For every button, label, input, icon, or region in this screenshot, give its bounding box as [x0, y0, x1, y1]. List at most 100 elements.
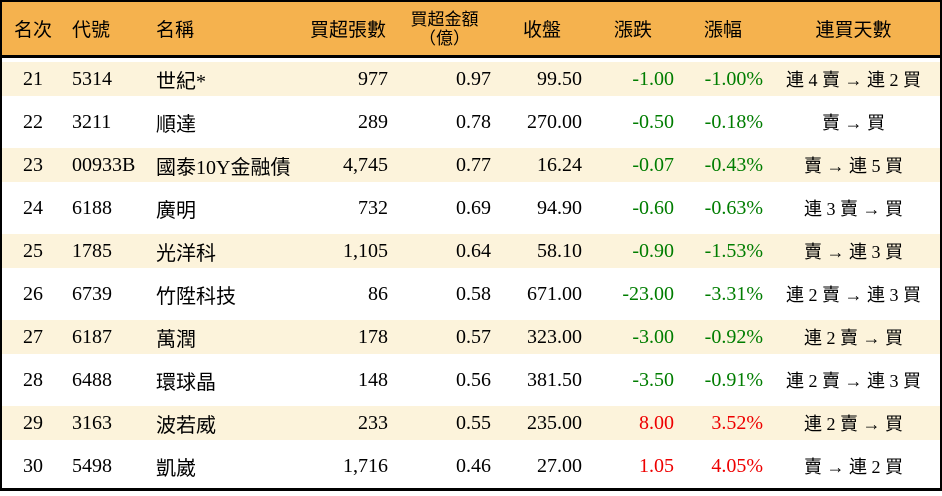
cell-code: 6187 — [72, 325, 112, 348]
cell-pct: -1.53% — [704, 239, 763, 262]
cell-pct: 3.52% — [711, 411, 763, 434]
header-cell-rank: 名次 — [13, 20, 52, 41]
row-stripe: 21 5314 世紀* 977 0.97 99.50 -1.00 -1.00% … — [2, 62, 940, 96]
cell-amount: 0.64 — [456, 239, 491, 262]
cell-name: 順達 — [156, 113, 196, 136]
cell-rank: 30 — [23, 454, 43, 477]
cell-change: -3.00 — [632, 325, 674, 348]
header-cell-amount-line1: 買超金額 — [410, 9, 479, 29]
cell-change: 1.05 — [639, 454, 674, 477]
row-stripe: 27 6187 萬潤 178 0.57 323.00 -3.00 -0.92% … — [2, 320, 940, 354]
cell-amount: 0.58 — [456, 282, 491, 305]
cell-rank: 23 — [23, 153, 43, 176]
table-row: 24 6188 廣明 732 0.69 94.90 -0.60 -0.63% 連… — [2, 187, 940, 230]
cell-name: 廣明 — [156, 199, 196, 222]
cell-amount: 0.55 — [456, 411, 491, 434]
cell-amount: 0.69 — [456, 196, 491, 219]
cell-name: 國泰10Y金融債 — [156, 156, 291, 179]
row-stripe: 29 3163 波若威 233 0.55 235.00 8.00 3.52% 連… — [2, 406, 940, 440]
header-cell-streak: 連買天數 — [815, 20, 892, 41]
table-row: 23 00933B 國泰10Y金融債 4,745 0.77 16.24 -0.0… — [2, 144, 940, 187]
cell-code: 6739 — [72, 282, 112, 305]
header-cell-change: 漲跌 — [613, 20, 652, 41]
cell-pct: -0.91% — [704, 368, 763, 391]
cell-change: -23.00 — [622, 282, 674, 305]
table-row: 27 6187 萬潤 178 0.57 323.00 -3.00 -0.92% … — [2, 316, 940, 359]
cell-streak: 賣 → 連 5 買 — [804, 156, 903, 176]
cell-pct: -1.00% — [704, 67, 763, 90]
cell-change: -0.07 — [632, 153, 674, 176]
cell-change: -0.50 — [632, 110, 674, 133]
cell-streak: 連 2 賣 → 連 3 買 — [786, 285, 921, 305]
cell-close: 381.50 — [527, 368, 582, 391]
cell-change: -0.60 — [632, 196, 674, 219]
row-stripe: 30 5498 凱崴 1,716 0.46 27.00 1.05 4.05% 賣… — [2, 449, 940, 483]
cell-lots: 178 — [358, 325, 388, 348]
cell-streak: 賣 → 買 — [822, 113, 885, 133]
cell-close: 94.90 — [537, 196, 582, 219]
cell-close: 16.24 — [537, 153, 582, 176]
cell-pct: 4.05% — [711, 454, 763, 477]
cell-close: 99.50 — [537, 67, 582, 90]
cell-streak: 連 3 賣 → 買 — [804, 199, 903, 219]
table-row: 22 3211 順達 289 0.78 270.00 -0.50 -0.18% … — [2, 101, 940, 144]
cell-pct: -0.18% — [704, 110, 763, 133]
table-row: 26 6739 竹陞科技 86 0.58 671.00 -23.00 -3.31… — [2, 273, 940, 316]
cell-rank: 25 — [23, 239, 43, 262]
header-cell-pct: 漲幅 — [703, 20, 742, 41]
cell-lots: 148 — [358, 368, 388, 391]
cell-code: 00933B — [72, 153, 136, 176]
table-row: 29 3163 波若威 233 0.55 235.00 8.00 3.52% 連… — [2, 402, 940, 445]
cell-close: 270.00 — [527, 110, 582, 133]
cell-code: 6188 — [72, 196, 112, 219]
cell-streak: 連 2 賣 → 買 — [804, 414, 903, 434]
cell-name: 環球晶 — [156, 371, 216, 394]
cell-pct: -0.92% — [704, 325, 763, 348]
cell-close: 323.00 — [527, 325, 582, 348]
cell-lots: 289 — [358, 110, 388, 133]
cell-name: 竹陞科技 — [156, 285, 236, 308]
cell-lots: 233 — [358, 411, 388, 434]
cell-name: 萬潤 — [156, 328, 196, 351]
cell-name: 光洋科 — [156, 242, 216, 265]
cell-lots: 977 — [358, 67, 388, 90]
cell-rank: 22 — [23, 110, 43, 133]
cell-close: 27.00 — [537, 454, 582, 477]
cell-amount: 0.78 — [456, 110, 491, 133]
table-row: 25 1785 光洋科 1,105 0.64 58.10 -0.90 -1.53… — [2, 230, 940, 273]
cell-streak: 賣 → 連 3 買 — [804, 242, 903, 262]
table-row: 21 5314 世紀* 977 0.97 99.50 -1.00 -1.00% … — [2, 58, 940, 101]
cell-amount: 0.77 — [456, 153, 491, 176]
cell-amount: 0.97 — [456, 67, 491, 90]
cell-change: -0.90 — [632, 239, 674, 262]
row-stripe: 28 6488 環球晶 148 0.56 381.50 -3.50 -0.91%… — [2, 363, 940, 397]
cell-rank: 21 — [23, 67, 43, 90]
row-stripe: 23 00933B 國泰10Y金融債 4,745 0.77 16.24 -0.0… — [2, 148, 940, 182]
cell-code: 1785 — [72, 239, 112, 262]
cell-pct: -0.43% — [704, 153, 763, 176]
cell-code: 5498 — [72, 454, 112, 477]
cell-streak: 連 2 賣 → 連 3 買 — [786, 371, 921, 391]
cell-close: 235.00 — [527, 411, 582, 434]
header-cell-code: 代號 — [72, 20, 111, 41]
header-cell-amount: 買超金額 （億） — [392, 10, 497, 48]
cell-lots: 4,745 — [343, 153, 388, 176]
cell-name: 世紀* — [156, 70, 206, 93]
cell-change: -1.00 — [632, 67, 674, 90]
cell-pct: -3.31% — [704, 282, 763, 305]
row-stripe: 26 6739 竹陞科技 86 0.58 671.00 -23.00 -3.31… — [2, 277, 940, 311]
table-row: 30 5498 凱崴 1,716 0.46 27.00 1.05 4.05% 賣… — [2, 445, 940, 488]
row-stripe: 24 6188 廣明 732 0.69 94.90 -0.60 -0.63% 連… — [2, 191, 940, 225]
cell-code: 6488 — [72, 368, 112, 391]
cell-rank: 28 — [23, 368, 43, 391]
header-cell-amount-line2: （億） — [419, 28, 470, 48]
cell-lots: 86 — [368, 282, 388, 305]
cell-lots: 1,716 — [343, 454, 388, 477]
cell-name: 波若威 — [156, 414, 216, 437]
cell-rank: 29 — [23, 411, 43, 434]
cell-amount: 0.46 — [456, 454, 491, 477]
cell-name: 凱崴 — [156, 457, 196, 480]
table-header-row: 名次 代號 名稱 買超張數 買超金額 （億） 收盤 漲跌 漲幅 連買天數 — [2, 2, 940, 58]
cell-streak: 賣 → 連 2 買 — [804, 457, 903, 477]
